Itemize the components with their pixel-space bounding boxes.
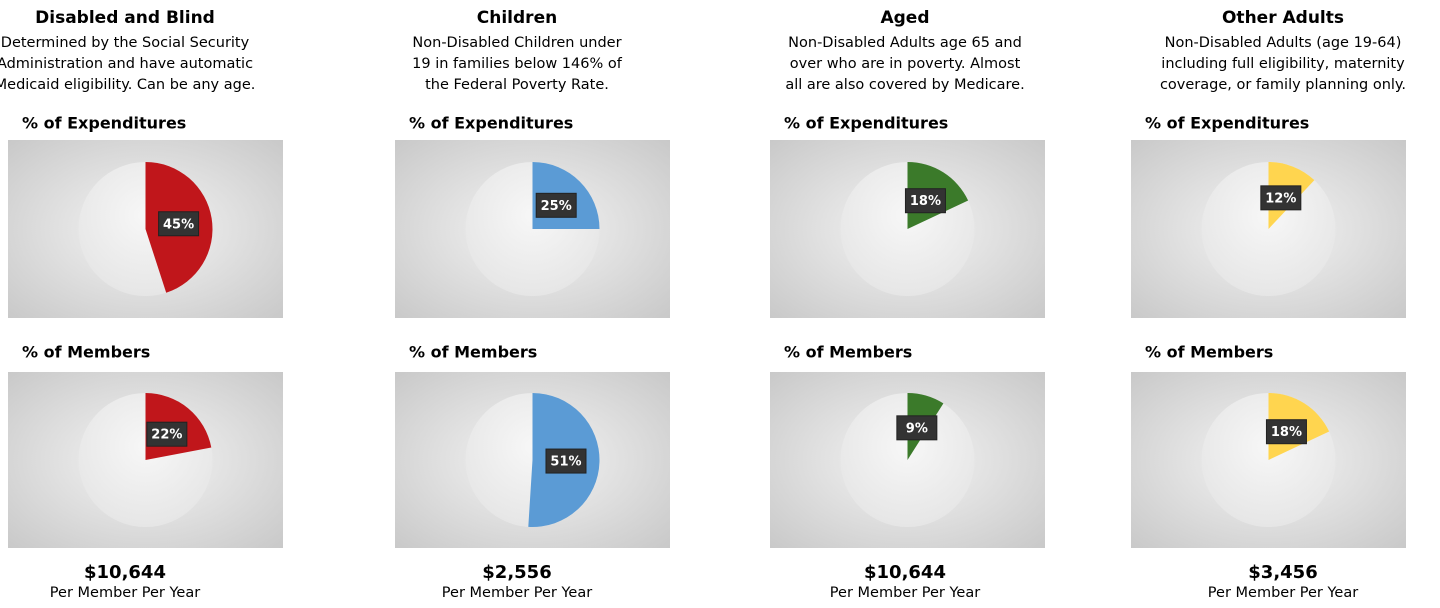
value-label-box [904, 188, 946, 214]
chart-title: % of Expenditures [1145, 114, 1309, 133]
chart-title: % of Expenditures [409, 114, 573, 133]
value-label: 18% [910, 194, 941, 209]
value-label: 18% [1271, 425, 1302, 440]
group-description: Determined by the Social Security [1, 35, 250, 51]
value-label-box [146, 421, 188, 447]
group-description: all are also covered by Medicare. [785, 77, 1024, 93]
group-description: Medicaid eligibility. Can be any age. [0, 77, 255, 93]
cost-note: Per Member Per Year [50, 585, 200, 601]
group-title: Disabled and Blind [35, 8, 215, 28]
chart-title: % of Expenditures [22, 114, 186, 133]
chart-title: % of Members [22, 343, 150, 362]
value-label-box [1260, 185, 1302, 211]
group-description: coverage, or family planning only. [1160, 77, 1406, 93]
cost: $3,456 [1248, 562, 1317, 583]
group-description: over who are in poverty. Almost [790, 56, 1021, 72]
value-label-box [1265, 419, 1307, 445]
value-label-box [158, 211, 200, 237]
group-description: Administration and have automatic [0, 56, 253, 72]
group-description: the Federal Poverty Rate. [425, 77, 609, 93]
cost-note: Per Member Per Year [830, 585, 980, 601]
chart-title: % of Members [784, 343, 912, 362]
chart-title: % of Members [1145, 343, 1273, 362]
value-label-box [535, 192, 577, 218]
chart-title: % of Expenditures [784, 114, 948, 133]
group-description: Non-Disabled Children under [412, 35, 621, 51]
value-label: 22% [151, 428, 182, 443]
cost-note: Per Member Per Year [1208, 585, 1358, 601]
value-label-box [545, 448, 587, 474]
group-description: Non-Disabled Adults age 65 and [788, 35, 1022, 51]
cost: $2,556 [482, 562, 551, 583]
cost: $10,644 [84, 562, 166, 583]
group-description: including full eligibility, maternity [1161, 56, 1405, 72]
value-label: 45% [163, 217, 194, 232]
value-label: 51% [550, 455, 581, 470]
group-description: Non-Disabled Adults (age 19-64) [1165, 35, 1402, 51]
value-label: 12% [1265, 191, 1296, 206]
group-title: Other Adults [1222, 8, 1344, 28]
group-title: Aged [880, 8, 929, 28]
value-label: 9% [906, 421, 928, 436]
chart-title: % of Members [409, 343, 537, 362]
cost-note: Per Member Per Year [442, 585, 592, 601]
value-label: 25% [541, 199, 572, 214]
group-description: 19 in families below 146% of [412, 56, 623, 72]
cost: $10,644 [864, 562, 946, 583]
group-title: Children [477, 8, 557, 28]
value-label-box [896, 415, 938, 441]
